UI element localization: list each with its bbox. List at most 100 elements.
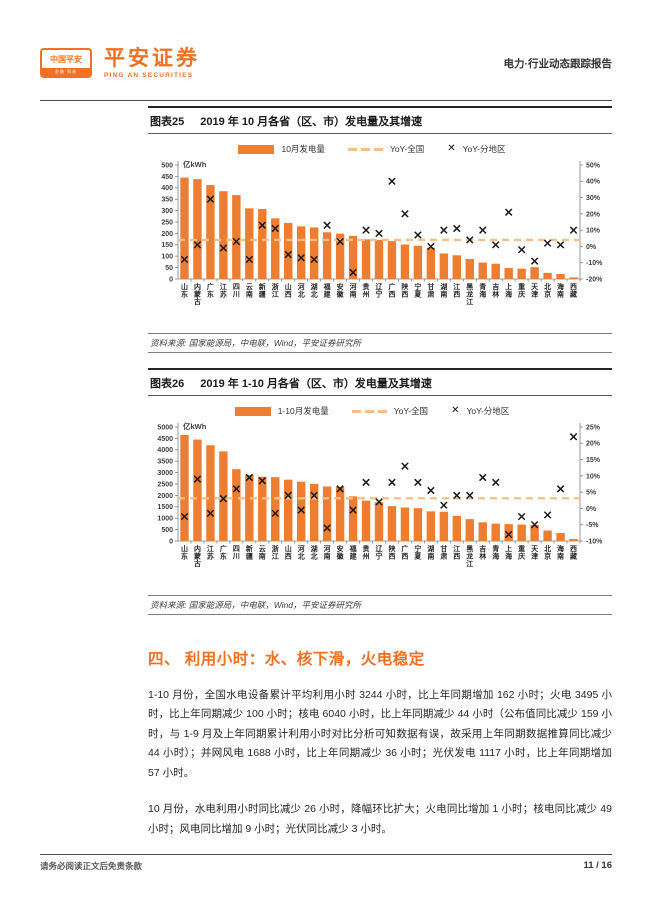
svg-text:山西: 山西 [285,282,292,298]
svg-text:河北: 河北 [298,544,305,560]
svg-text:广西: 广西 [388,282,395,298]
page-header: 中国平安 金融·科技 平安证券 PING AN SECURITIES 电力·行业… [40,47,612,80]
svg-text:河北: 河北 [298,282,305,298]
svg-text:湖北: 湖北 [311,544,318,560]
brand-name-en: PING AN SECURITIES [104,72,194,80]
svg-text:海南: 海南 [557,544,564,560]
svg-text:江西: 江西 [453,282,460,298]
svg-text:安徽: 安徽 [336,544,345,560]
body-paragraph-1: 1-10 月份，全国水电设备累计平均利用小时 3244 小时，比上年同期增加 1… [148,689,612,779]
source-note-26: 资料来源: 国家能源局，中电联，Wind，平安证券研究所 [148,595,612,615]
svg-text:吉林: 吉林 [492,282,500,298]
svg-text:1500: 1500 [157,504,173,511]
svg-text:河南: 河南 [324,544,331,560]
svg-text:20%: 20% [586,441,601,448]
svg-text:天津: 天津 [531,545,539,560]
svg-text:4500: 4500 [157,436,173,443]
svg-text:重庆: 重庆 [517,282,525,298]
svg-text:150: 150 [161,242,173,249]
svg-text:-10%: -10% [586,538,603,545]
svg-text:贵州: 贵州 [362,282,370,298]
svg-text:20%: 20% [586,211,601,218]
legend-bar-label: 1-10月发电量 [277,406,329,416]
svg-text:新疆: 新疆 [246,544,253,560]
svg-text:湖南: 湖南 [440,282,447,298]
svg-text:5000: 5000 [157,424,173,431]
legend-region-label: YoY-分地区 [462,144,506,154]
svg-text:新疆: 新疆 [259,282,266,298]
svg-text:贵州: 贵州 [362,544,370,560]
svg-text:0%: 0% [586,244,597,251]
svg-text:甘肃: 甘肃 [427,282,434,298]
svg-text:-20%: -20% [586,276,603,283]
chart-legend-25: 10月发电量 YoY-全国 ✕ YoY-分地区 [148,143,612,155]
figure-caption: 2019 年 1-10 月各省（区、市）发电量及其增速 [200,378,432,390]
legend-bar-label: 10月发电量 [281,144,325,154]
legend-national-label: YoY-全国 [389,144,425,154]
svg-text:500: 500 [161,527,173,534]
svg-text:浙江: 浙江 [272,282,279,298]
svg-text:北京: 北京 [544,282,551,298]
svg-text:10%: 10% [586,473,601,480]
svg-text:宁夏: 宁夏 [413,544,422,560]
legend-bar-swatch [238,144,275,154]
legend-x-marker-icon: ✕ [451,405,460,416]
svg-text:江苏: 江苏 [207,544,214,560]
svg-text:400: 400 [161,185,173,192]
figure-tag: 图表25 [150,116,185,128]
svg-text:3500: 3500 [157,459,173,466]
svg-text:0%: 0% [586,506,597,513]
header-divider [40,100,612,101]
legend-x-marker-icon: ✕ [447,143,456,154]
svg-text:黑龙江: 黑龙江 [465,282,473,306]
section-heading: 四、 利用小时：水、核下滑，火电稳定 [148,651,425,668]
svg-text:云南: 云南 [259,545,266,560]
svg-text:内蒙古: 内蒙古 [194,282,201,306]
svg-text:黑龙江: 黑龙江 [465,544,473,568]
legend-region-label: YoY-分地区 [466,406,510,416]
content-column: 图表25 2019 年 10 月各省（区、市）发电量及其增速 10月发电量 Yo… [148,106,612,839]
svg-text:陕西: 陕西 [388,544,396,560]
svg-text:青海: 青海 [479,282,486,298]
svg-text:0: 0 [169,538,173,545]
svg-text:亿kWh: 亿kWh [183,159,207,169]
svg-text:30%: 30% [586,195,601,202]
svg-text:40%: 40% [586,179,601,186]
svg-text:上海: 上海 [505,544,512,560]
svg-text:上海: 上海 [505,282,512,298]
figure-tag: 图表26 [150,378,185,390]
svg-text:25%: 25% [586,424,601,431]
svg-text:200: 200 [161,231,173,238]
svg-text:500: 500 [161,162,173,169]
pingan-logo-strip: 金融·科技 [42,68,90,76]
svg-text:辽宁: 辽宁 [376,282,383,298]
svg-text:宁夏: 宁夏 [413,282,422,298]
figure-block-26: 图表26 2019 年 1-10 月各省（区、市）发电量及其增速 1-10月发电… [148,368,612,615]
bar-chart-oct-generation: 0 50 100 150 200 250 300 350 400 450 500 -20% -10% 0%… [161,159,603,306]
svg-text:山西: 山西 [285,544,292,560]
chart-legend-26: 1-10月发电量 YoY-全国 ✕ YoY-分地区 [148,405,612,417]
bar-chart-ytd-generation: 0 500 1000 1500 2000 2500 3000 3500 4000 4500 5000… [157,421,603,568]
svg-text:2500: 2500 [157,481,173,488]
svg-text:西藏: 西藏 [570,545,577,560]
legend-national-label: YoY-全国 [393,406,429,416]
svg-text:山东: 山东 [181,282,188,298]
svg-text:-10%: -10% [586,260,603,267]
brand-block: 平安证券 PING AN SECURITIES [104,47,200,80]
page-number: 11 / 16 [583,860,612,871]
svg-text:海南: 海南 [557,282,564,298]
pingan-logo: 中国平安 金融·科技 [40,48,92,78]
svg-text:1000: 1000 [157,516,173,523]
svg-text:350: 350 [161,197,173,204]
svg-text:浙江: 浙江 [272,544,279,560]
svg-text:15%: 15% [586,457,601,464]
disclaimer-text: 请务必阅读正文后免责条款 [40,861,143,871]
brand-name: 平安证券 [104,47,200,70]
body-paragraph-2: 10 月份，水电利用小时同比减少 26 小时，降幅环比扩大；火电同比增加 1 小… [148,803,612,835]
svg-text:西藏: 西藏 [570,283,577,298]
pingan-logo-text: 中国平安 [50,55,82,64]
svg-text:-5%: -5% [586,522,599,529]
legend-dash-swatch [347,147,383,151]
svg-text:3000: 3000 [157,470,173,477]
